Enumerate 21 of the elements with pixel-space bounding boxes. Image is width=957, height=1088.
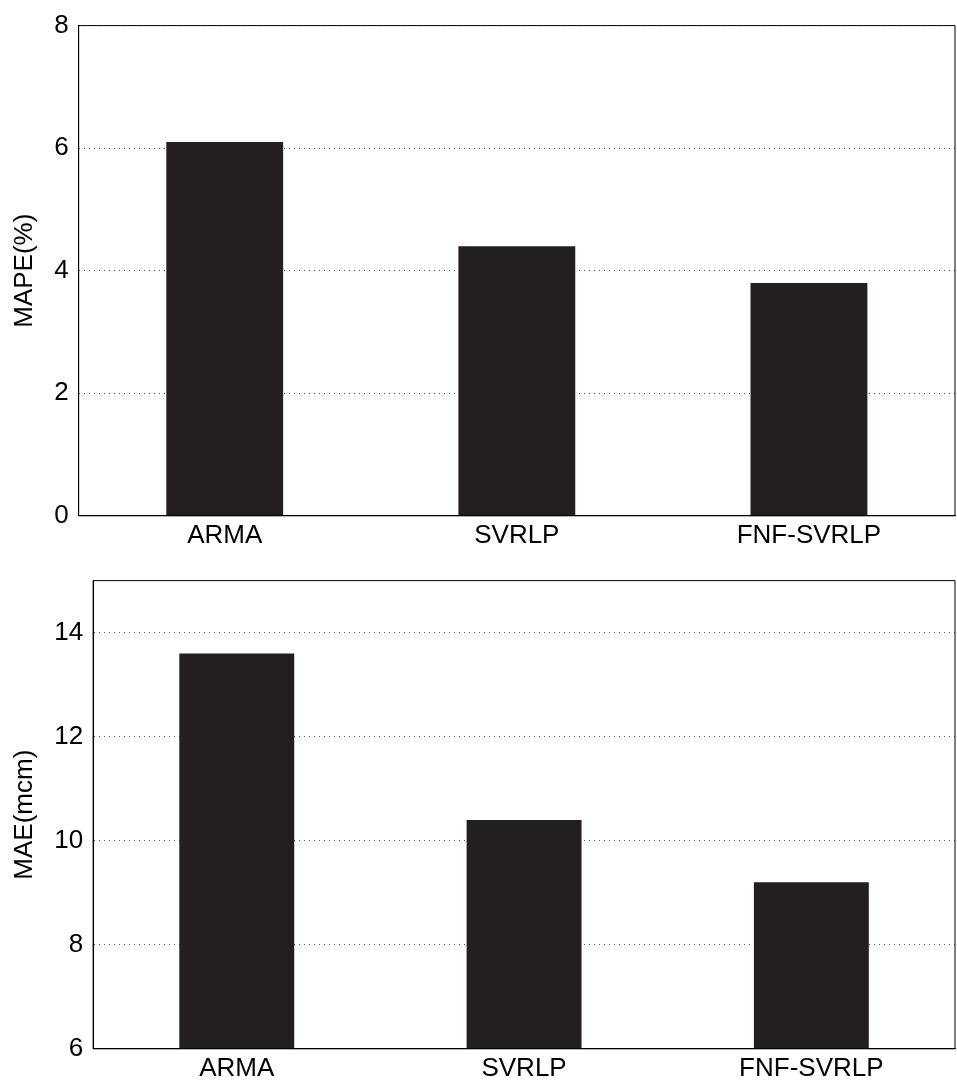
x-tick-label: ARMA — [187, 518, 263, 549]
y-tick-label: 12 — [54, 719, 84, 750]
x-tick-label: FNF-SVRLP — [739, 1051, 884, 1082]
y-tick-label: 0 — [54, 498, 69, 529]
y-tick-label: 2 — [54, 376, 69, 407]
bar — [166, 142, 284, 516]
y-tick-label: 10 — [54, 823, 84, 854]
y-tick-label: 4 — [54, 253, 69, 284]
x-tick-label: ARMA — [199, 1051, 275, 1082]
y-axis-title: MAPE(%) — [7, 213, 38, 328]
y-tick-label: 14 — [54, 615, 84, 646]
y-axis-title: MAE(mcm) — [7, 749, 38, 880]
y-tick-label: 8 — [68, 927, 84, 958]
y-tick-label: 8 — [54, 8, 69, 39]
y-tick-label: 6 — [68, 1031, 84, 1062]
x-tick-label: FNF-SVRLP — [736, 518, 882, 549]
bar — [750, 282, 868, 516]
x-tick-label: SVRLP — [474, 518, 560, 549]
x-tick-label: SVRLP — [481, 1051, 567, 1082]
bar — [458, 246, 576, 516]
y-tick-label: 6 — [54, 131, 69, 162]
